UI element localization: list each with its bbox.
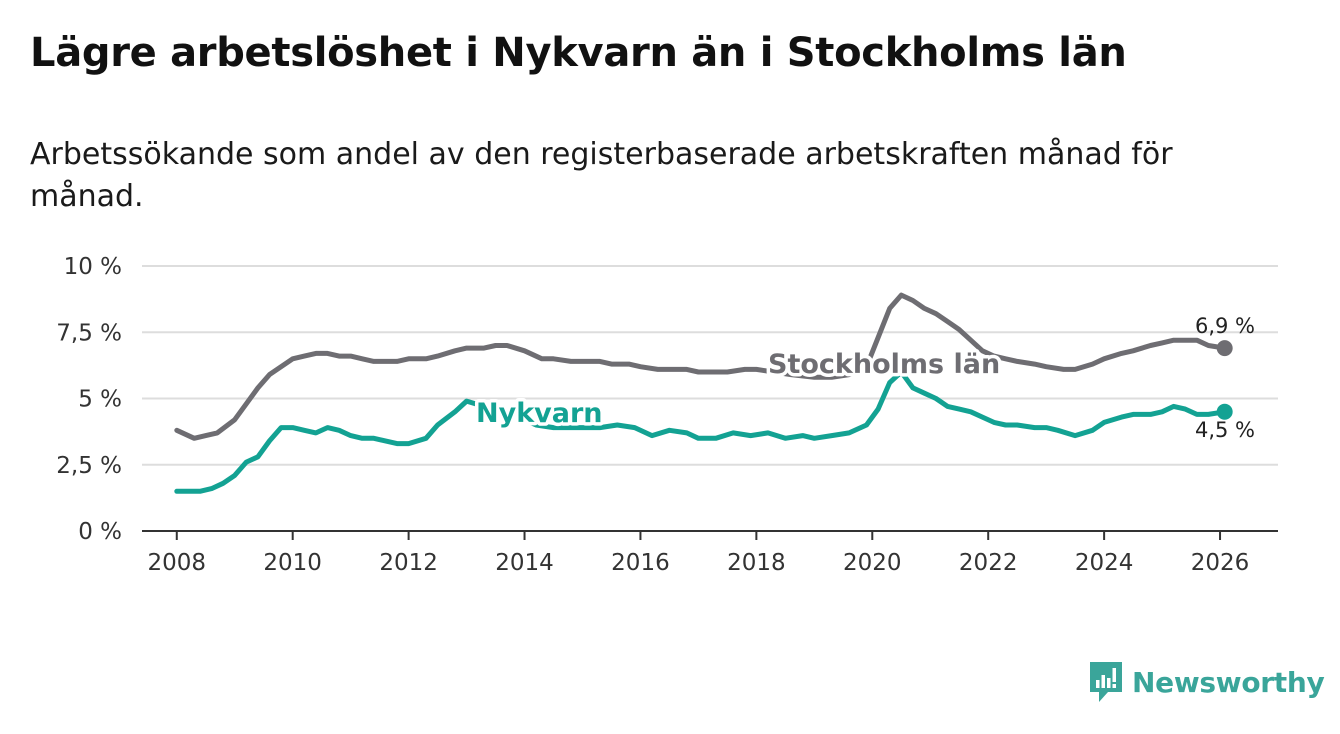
y-tick-label: 0 %	[78, 519, 122, 545]
x-tick-label: 2014	[495, 550, 554, 576]
gridlines	[142, 265, 1278, 466]
page-title: Lägre arbetslöshet i Nykvarn än i Stockh…	[30, 30, 1127, 76]
x-tick-label: 2010	[263, 550, 322, 576]
nykvarn-series-label: Nykvarn	[476, 398, 603, 429]
x-tick-label: 2024	[1075, 550, 1134, 576]
brand-logo: Newsworthy	[1088, 660, 1325, 704]
x-tick-label: 2012	[379, 550, 438, 576]
x-tick-label: 2018	[727, 550, 786, 576]
y-tick-label: 2,5 %	[56, 453, 122, 479]
stockholm-series-line	[174, 292, 1228, 441]
nykvarn-end-value-label: 4,5 %	[1195, 418, 1255, 442]
y-tick-label: 5 %	[78, 387, 122, 413]
series	[174, 292, 1233, 494]
x-tick-label: 2026	[1191, 550, 1250, 576]
axes: 0 % 2,5 % 5 % 7,5 % 10 % 2008 2010 2012 2014 2016…	[56, 254, 1278, 576]
labels: Stockholms län Nykvarn 6,9 % 4,5 %	[473, 314, 1256, 442]
stockholm-series-label: Stockholms län	[768, 349, 1000, 380]
stockholm-end-point	[1216, 340, 1233, 357]
stockholm-end-value-label: 6,9 %	[1195, 314, 1255, 338]
page-subtitle: Arbetssökande som andel av den registerb…	[30, 137, 1173, 214]
nykvarn-series-line	[174, 369, 1228, 494]
x-tick-label: 2008	[148, 550, 207, 576]
brand-name: Newsworthy	[1132, 665, 1325, 699]
x-tick-label: 2020	[843, 550, 902, 576]
y-tick-label: 10 %	[64, 254, 122, 280]
nykvarn-end-point	[1216, 403, 1233, 420]
newsworthy-logo-icon	[1090, 662, 1122, 702]
x-tick-label: 2016	[611, 550, 670, 576]
y-tick-label: 7,5 %	[56, 320, 122, 346]
x-tick-label: 2022	[959, 550, 1018, 576]
